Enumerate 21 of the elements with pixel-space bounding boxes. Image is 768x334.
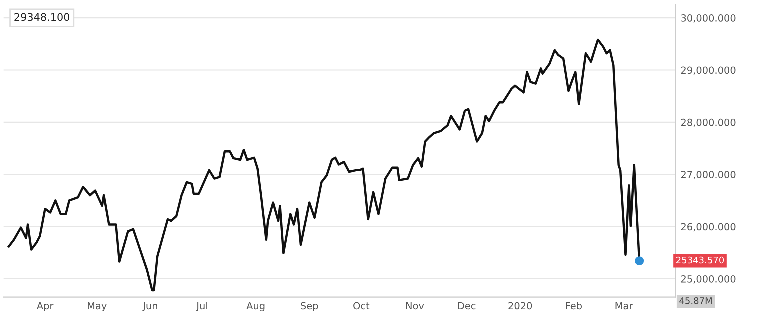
x-tick-label: 2020 [508,302,532,310]
x-tick-label: Apr [36,302,54,312]
x-tick-label: Jun [142,302,158,312]
text: 25343.570 [676,256,724,264]
x-tick-label: Feb [566,302,582,310]
y-tick-label: 29,000.000 [681,66,736,76]
y-tick-label: 30,000.000 [681,14,736,23]
x-tick-label: Nov [406,302,424,310]
text: 45.87M [680,297,712,304]
x-tick-label: Mar [616,302,634,310]
x-tick-label: Dec [458,302,476,310]
y-tick-label: 25,000.000 [681,275,736,284]
y-tick-label: 27,000.000 [681,171,736,180]
y-tick-label: 28,000.000 [681,118,736,128]
x-tick-label: Sep [301,302,318,312]
x-tick-label: May [88,302,107,312]
x-tick-label: Jul [196,302,208,312]
y-tick-label: 26,000.000 [681,223,736,232]
x-tick-label: Aug [246,302,265,312]
x-tick-label: Oct [354,302,370,310]
annotation: 29348.100 [14,13,70,22]
